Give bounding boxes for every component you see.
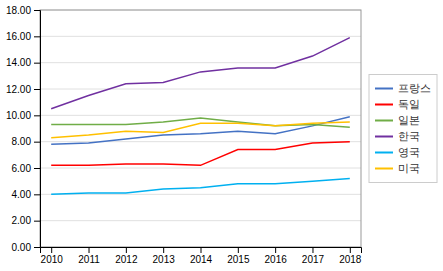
legend-label: 프랑스 [398,82,431,95]
y-tick-mark [34,194,40,195]
grid-line [40,220,361,221]
x-tick-mark [350,247,351,253]
legend-swatch [375,88,393,90]
y-tick-label: 14.00 [6,57,31,68]
y-tick-mark [34,142,40,143]
grid-line [40,36,361,37]
legend-label: 한국 [398,130,420,143]
series-line [51,117,350,145]
x-tick-label: 2013 [153,254,176,265]
y-tick: 8.00 [12,136,40,147]
grid-line [40,89,361,90]
legend-swatch [375,136,393,138]
y-tick: 10.00 [6,110,40,121]
x-tick-label: 2014 [190,254,213,265]
legend-frame [369,75,437,183]
x-tick-mark [163,247,164,253]
series-group [51,38,350,195]
y-tick-mark [34,115,40,116]
grid-line [40,194,361,195]
chart: 2010 2011 2012 2013 2014 2015 2016 2017 2018 0.00… [0,0,443,271]
legend: 프랑스독일일본한국영국미국 [369,75,437,183]
x-tick-mark [312,247,313,253]
grid [40,10,361,247]
x-tick: 2011 [78,247,100,265]
y-tick-mark [34,89,40,90]
y-tick-mark [34,36,40,37]
legend-swatch [375,152,393,154]
grid-line [40,168,361,169]
y-tick-mark [34,168,40,169]
x-tick-mark [126,247,127,253]
y-tick: 6.00 [12,163,40,174]
legend-swatch [375,168,393,170]
x-tick: 2017 [302,247,325,265]
x-tick-label: 2018 [339,254,362,265]
x-tick-mark [89,247,90,253]
x-tick-label: 2017 [302,254,325,265]
legend-label: 일본 [398,114,420,127]
plot-frame [40,10,361,247]
legend-label: 영국 [398,146,420,159]
y-tick-label: 4.00 [12,189,32,200]
x-tick-label: 2016 [265,254,288,265]
y-axis: 0.00 2.00 4.00 6.00 8.00 10.00 12.00 14.00 16.00… [6,5,41,253]
y-tick-mark [34,10,40,11]
y-axis-line [34,11,41,248]
y-tick-mark [34,63,40,64]
grid-line [40,141,361,142]
y-tick-label: 2.00 [12,215,32,226]
y-tick-mark [34,247,40,248]
grid-line [40,62,361,63]
x-tick: 2012 [115,247,138,265]
x-tick-label: 2010 [41,254,64,265]
x-tick-label: 2012 [115,254,138,265]
series-line [51,122,350,138]
y-tick: 4.00 [12,189,40,200]
y-tick-label: 16.00 [6,31,31,42]
x-tick-label: 2015 [227,254,250,265]
x-axis: 2010 2011 2012 2013 2014 2015 2016 2017 2018 [41,247,362,265]
y-tick-label: 0.00 [12,242,32,253]
x-tick-mark [51,247,52,253]
legend-swatch [375,120,393,122]
y-tick-mark [34,221,40,222]
x-tick-mark [275,247,276,253]
series-line [51,38,350,109]
y-tick: 18.00 [6,5,40,16]
y-tick: 14.00 [6,57,40,68]
y-tick-label: 6.00 [12,163,32,174]
x-tick: 2018 [339,247,362,265]
plot: 2010 2011 2012 2013 2014 2015 2016 2017 2018 0.00… [6,5,362,265]
y-tick: 16.00 [6,31,40,42]
series-line [51,179,350,195]
x-tick: 2010 [41,247,64,265]
x-tick-mark [238,247,239,253]
x-tick-label: 2011 [78,254,100,265]
x-axis-line [41,248,362,254]
legend-label: 독일 [398,98,420,111]
legend-label: 미국 [398,162,420,175]
y-tick: 0.00 [12,242,40,253]
y-tick-label: 12.00 [6,84,31,95]
y-tick-label: 8.00 [12,136,32,147]
x-tick: 2015 [227,247,250,265]
y-tick: 12.00 [6,84,40,95]
y-tick-label: 10.00 [6,110,31,121]
y-tick: 2.00 [12,215,40,226]
x-tick: 2016 [265,247,288,265]
x-tick-mark [201,247,202,253]
y-tick-label: 18.00 [6,5,31,16]
x-tick: 2014 [190,247,213,265]
x-tick: 2013 [153,247,176,265]
grid-line [40,115,361,116]
series-line [51,142,350,166]
legend-swatch [375,104,393,106]
